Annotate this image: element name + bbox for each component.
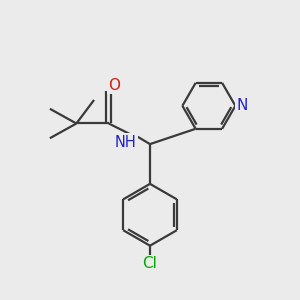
Text: Cl: Cl (142, 256, 158, 272)
Text: NH: NH (115, 134, 137, 149)
Text: N: N (236, 98, 248, 113)
Text: O: O (108, 78, 120, 93)
